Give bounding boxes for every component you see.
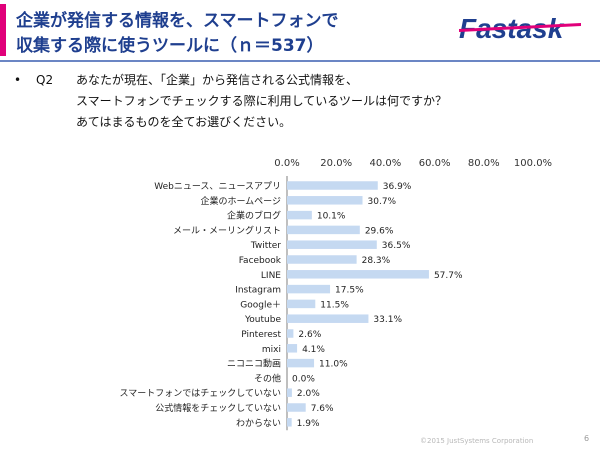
question-bullet: • <box>14 73 22 87</box>
value-label: 11.5% <box>320 300 349 310</box>
bar <box>287 314 369 323</box>
x-tick-label: 40.0% <box>370 158 402 169</box>
bar <box>287 418 292 427</box>
category-label: わからない <box>236 418 281 429</box>
category-label: ニコニコ動画 <box>227 359 281 370</box>
value-label: 17.5% <box>335 286 364 296</box>
bar <box>287 225 360 235</box>
value-label: 36.5% <box>382 241 411 251</box>
question-text-line-1: あなたが現在、「企業」から発信される公式情報を、 <box>76 73 359 87</box>
question-label: Q2 <box>36 73 54 87</box>
value-label: 57.7% <box>434 271 463 281</box>
value-label: 29.6% <box>365 226 394 236</box>
category-label: LINE <box>261 271 281 281</box>
x-tick-label: 0.0% <box>274 158 299 169</box>
x-tick-label: 60.0% <box>419 158 451 169</box>
category-label: メール・メーリングリスト <box>173 224 281 236</box>
bar <box>287 284 331 294</box>
category-label: mixi <box>262 345 281 355</box>
slide-title-line-1: 企業が発信する情報を、スマートフォンで <box>16 11 339 31</box>
logo-swoosh <box>459 23 581 32</box>
category-label: Pinterest <box>241 330 281 340</box>
bar <box>287 403 306 412</box>
bar <box>287 358 315 368</box>
bar <box>287 210 312 220</box>
value-label: 33.1% <box>373 315 402 325</box>
x-tick-label: 80.0% <box>468 158 500 169</box>
x-tick-label: 100.0% <box>514 158 552 169</box>
value-label: 4.1% <box>302 345 325 355</box>
category-label: Facebook <box>239 256 282 266</box>
bar <box>287 329 294 338</box>
question-text-line-3: あてはまるものを全てお選びください。 <box>76 115 292 129</box>
bar <box>287 299 316 309</box>
bar <box>287 196 363 205</box>
page-number: 6 <box>584 434 590 443</box>
x-tick-label: 20.0% <box>320 158 352 169</box>
question-text-line-2: スマートフォンでチェックする際に利用しているツールは何ですか？ <box>76 94 448 108</box>
bar <box>287 181 378 190</box>
category-label: その他 <box>254 372 281 384</box>
value-label: 28.3% <box>362 256 391 266</box>
value-label: 10.1% <box>317 212 346 222</box>
bar <box>287 388 292 397</box>
slide-header: 企業が発信する情報を、スマートフォンで 収集する際に使うツールに（ｎ＝537） … <box>0 0 600 62</box>
category-label: Google＋ <box>240 299 281 310</box>
bar <box>287 344 298 353</box>
value-label: 7.6% <box>311 404 334 414</box>
category-label: 企業のブログ <box>227 210 281 222</box>
fastask-logo: Fastask <box>459 13 581 44</box>
bar <box>287 255 357 264</box>
copyright-text: ©2015 JustSystems Corporation <box>420 437 534 445</box>
value-label: 2.0% <box>297 389 320 399</box>
title-accent-bar <box>0 4 6 56</box>
category-label: 企業のホームページ <box>200 195 281 207</box>
category-label: Twitter <box>250 241 281 251</box>
header-divider <box>0 60 600 62</box>
category-label: Youtube <box>244 315 281 325</box>
category-label: 公式情報をチェックしていない <box>155 402 281 414</box>
value-label: 11.0% <box>319 360 348 370</box>
bar <box>287 240 377 249</box>
value-label: 30.7% <box>368 197 397 207</box>
category-label: Webニュース、ニュースアプリ <box>154 181 281 192</box>
value-label: 0.0% <box>292 374 315 384</box>
slide-title-line-2: 収集する際に使うツールに（ｎ＝537） <box>16 36 324 56</box>
value-label: 36.9% <box>383 182 412 192</box>
bar <box>287 270 429 279</box>
value-label: 2.6% <box>298 330 321 340</box>
category-label: スマートフォンではチェックしていない <box>120 388 281 399</box>
value-label: 1.9% <box>297 419 320 429</box>
category-label: Instagram <box>235 286 281 296</box>
